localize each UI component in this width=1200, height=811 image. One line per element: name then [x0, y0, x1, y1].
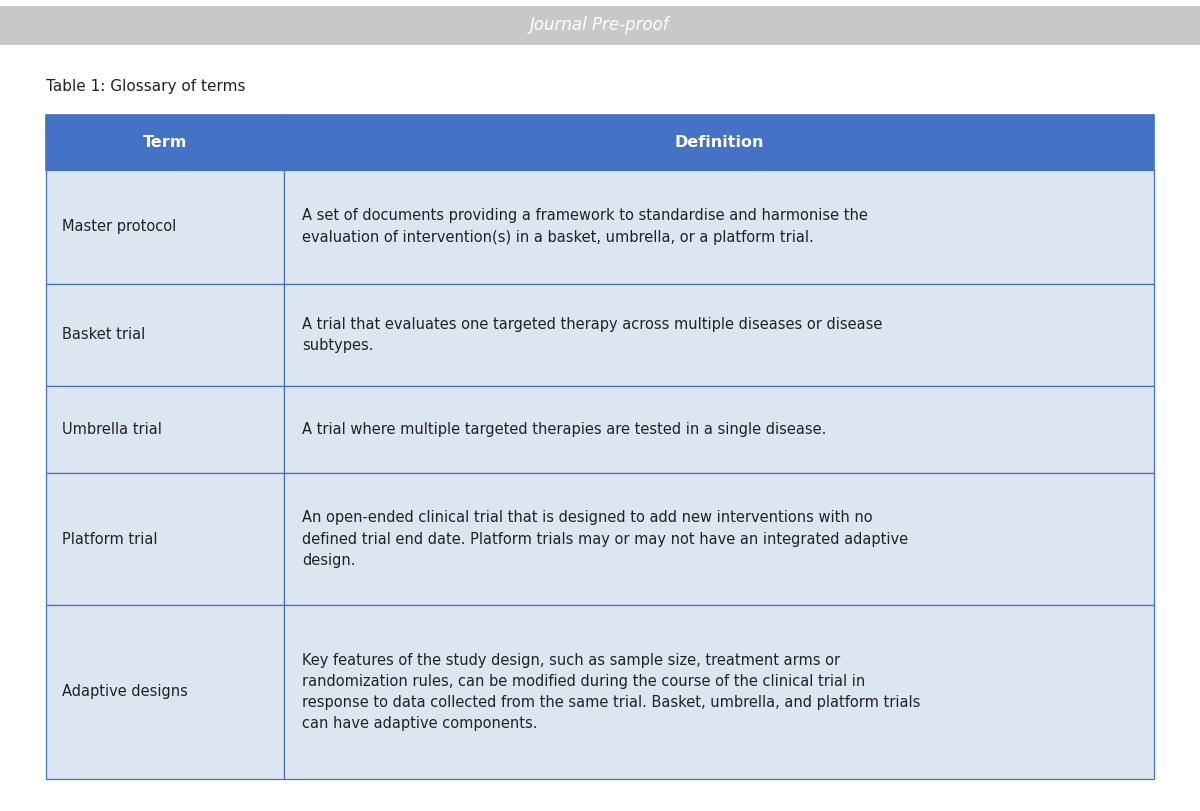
Text: Basket trial: Basket trial: [62, 327, 145, 342]
Text: Key features of the study design, such as sample size, treatment arms or: Key features of the study design, such a…: [302, 653, 840, 667]
Text: Platform trial: Platform trial: [62, 531, 158, 547]
Text: Master protocol: Master protocol: [62, 219, 176, 234]
Text: randomization rules, can be modified during the course of the clinical trial in: randomization rules, can be modified dur…: [302, 674, 865, 689]
Text: Umbrella trial: Umbrella trial: [62, 422, 162, 437]
Text: response to data collected from the same trial. Basket, umbrella, and platform t: response to data collected from the same…: [302, 695, 920, 710]
Text: Adaptive designs: Adaptive designs: [62, 684, 188, 699]
Text: Pre-proof: Pre-proof: [522, 560, 966, 787]
Text: A trial where multiple targeted therapies are tested in a single disease.: A trial where multiple targeted therapie…: [302, 422, 827, 437]
Text: A set of documents providing a framework to standardise and harmonise the: A set of documents providing a framework…: [302, 208, 868, 224]
Text: Table 1: Glossary of terms: Table 1: Glossary of terms: [46, 79, 245, 94]
Text: Term: Term: [143, 135, 187, 150]
Text: defined trial end date. Platform trials may or may not have an integrated adapti: defined trial end date. Platform trials …: [302, 531, 908, 547]
Text: Journal Pre-proof: Journal Pre-proof: [530, 16, 670, 34]
Text: can have adaptive components.: can have adaptive components.: [302, 716, 538, 731]
Text: design.: design.: [302, 553, 355, 568]
Text: An open-ended clinical trial that is designed to add new interventions with no: An open-ended clinical trial that is des…: [302, 510, 872, 526]
Text: A trial that evaluates one targeted therapy across multiple diseases or disease: A trial that evaluates one targeted ther…: [302, 316, 882, 332]
Text: Definition: Definition: [674, 135, 764, 150]
Text: subtypes.: subtypes.: [302, 338, 373, 353]
Text: evaluation of intervention(s) in a basket, umbrella, or a platform trial.: evaluation of intervention(s) in a baske…: [302, 230, 814, 245]
